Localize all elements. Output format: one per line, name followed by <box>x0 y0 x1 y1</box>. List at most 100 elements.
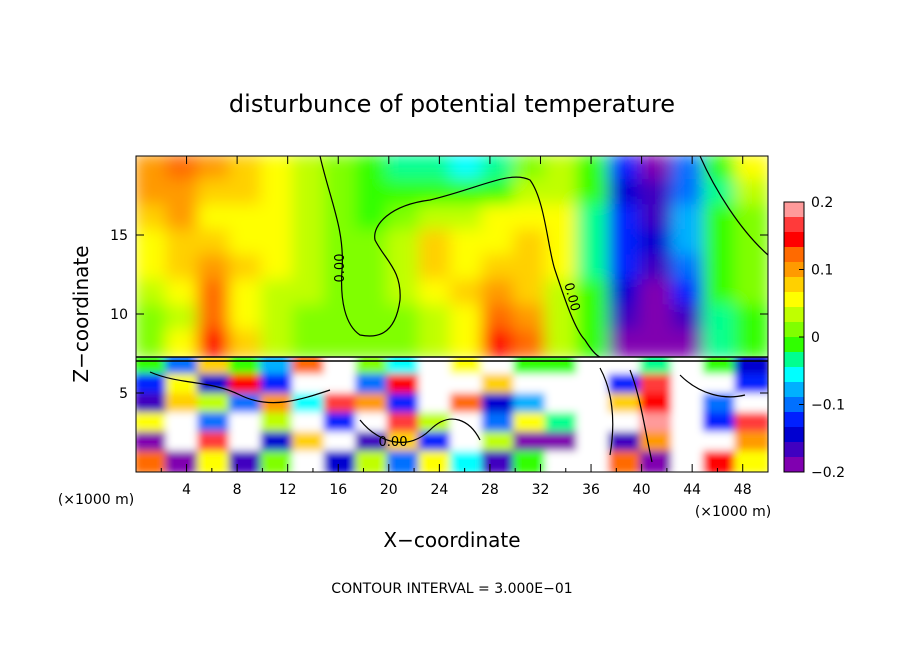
upper-field-cell <box>576 254 612 284</box>
lower-field-cell <box>671 393 707 417</box>
lower-contour-2 <box>359 418 481 443</box>
colorbar-tick-label: −0.2 <box>811 465 845 481</box>
upper-field-cell <box>355 304 391 334</box>
colorbar-band <box>784 307 804 323</box>
lower-field-cell <box>136 393 170 417</box>
lower-field-cell <box>639 450 676 472</box>
upper-field-cell <box>197 204 233 234</box>
upper-field-cell <box>355 204 391 234</box>
upper-field-cell <box>702 279 739 309</box>
lower-field-cell <box>513 450 549 472</box>
upper-field-cell <box>513 254 549 284</box>
lower-field-cell <box>323 373 360 398</box>
upper-field-cell <box>513 304 549 334</box>
upper-field-cell <box>136 156 170 184</box>
lower-field-cell <box>260 373 296 398</box>
lower-field-cell <box>165 393 202 417</box>
upper-field-cell <box>292 304 328 334</box>
upper-field-cell <box>639 254 676 284</box>
lower-field-cell <box>513 357 549 378</box>
colorbar-band <box>784 277 804 293</box>
upper-field-cell <box>165 204 202 234</box>
upper-field-cell <box>544 254 581 284</box>
upper-field-cell <box>671 204 707 234</box>
x-tick-label: 32 <box>532 482 550 498</box>
upper-field-cell <box>481 254 518 284</box>
x-axis-label: X−coordinate <box>383 528 520 552</box>
upper-field-cell <box>323 156 360 184</box>
upper-field-cell <box>513 179 549 209</box>
lower-field-cell <box>197 431 233 455</box>
lower-field-cell <box>197 373 233 398</box>
lower-field-cell <box>450 393 486 417</box>
lower-field-cell <box>450 373 486 398</box>
colorbar <box>784 202 804 473</box>
lower-field-cell <box>323 431 360 455</box>
lower-field-cell <box>323 412 360 436</box>
lower-field-cell <box>165 412 202 436</box>
upper-field-cell <box>197 254 233 284</box>
upper-field-cell <box>386 229 423 259</box>
lower-field-cell <box>576 357 612 378</box>
contour-label-1: 0.00 <box>333 254 348 283</box>
lower-field-cell <box>513 412 549 436</box>
upper-field-cell <box>386 179 423 209</box>
upper-field-cell <box>450 179 486 209</box>
upper-field-cell <box>608 254 644 284</box>
lower-field-cell <box>576 431 612 455</box>
lower-field-cell <box>576 373 612 398</box>
upper-field-cell <box>481 156 518 184</box>
upper-field-cell <box>481 279 518 309</box>
upper-field-cell <box>481 179 518 209</box>
lower-field-cell <box>481 450 518 472</box>
lower-field-cell <box>386 412 423 436</box>
lower-contour-4 <box>629 369 653 463</box>
upper-field-cell <box>355 156 391 184</box>
upper-field-cell <box>481 204 518 234</box>
upper-field-cell <box>450 304 486 334</box>
lower-field-cell <box>386 373 423 398</box>
upper-field-cell <box>228 179 265 209</box>
lower-contour-3 <box>599 367 614 456</box>
y-tick-label: 15 <box>110 228 128 244</box>
lower-field-cell <box>197 357 233 378</box>
lower-field-cell <box>702 431 739 455</box>
upper-field-cell <box>702 254 739 284</box>
lower-field-cell <box>197 393 233 417</box>
lower-field-cell <box>639 393 676 417</box>
upper-field-cell <box>671 156 707 184</box>
upper-field-cell <box>418 156 454 184</box>
upper-field-cell <box>639 229 676 259</box>
lower-field-cell <box>323 357 360 378</box>
upper-field-cell <box>671 254 707 284</box>
upper-field-cell <box>576 229 612 259</box>
lower-field-cell <box>608 450 644 472</box>
upper-field-cell <box>386 304 423 334</box>
upper-field-cell <box>386 329 423 357</box>
upper-field-cell <box>639 279 676 309</box>
lower-field-cell <box>228 412 265 436</box>
upper-field-cell <box>418 229 454 259</box>
upper-field-cell <box>513 279 549 309</box>
upper-field-cell <box>734 254 768 284</box>
lower-field-cell <box>260 393 296 417</box>
lower-field-cell <box>608 357 644 378</box>
upper-field-cell <box>513 156 549 184</box>
x-tick-label: 24 <box>430 482 448 498</box>
colorbar-band <box>784 397 804 413</box>
contour-interval-note: CONTOUR INTERVAL = 3.000E−01 <box>331 581 572 597</box>
upper-field-cell <box>418 204 454 234</box>
upper-field-cell <box>355 329 391 357</box>
lower-field-cell <box>544 393 581 417</box>
lower-field-cell <box>734 431 768 455</box>
upper-field-cell <box>608 179 644 209</box>
upper-field-cell <box>418 254 454 284</box>
upper-field-cell <box>608 279 644 309</box>
lower-field-cell <box>702 412 739 436</box>
lower-field-cell <box>576 450 612 472</box>
lower-field-cell <box>386 450 423 472</box>
boundary-contour-lines <box>136 356 768 362</box>
upper-field-cell <box>418 279 454 309</box>
upper-field-cell <box>197 179 233 209</box>
